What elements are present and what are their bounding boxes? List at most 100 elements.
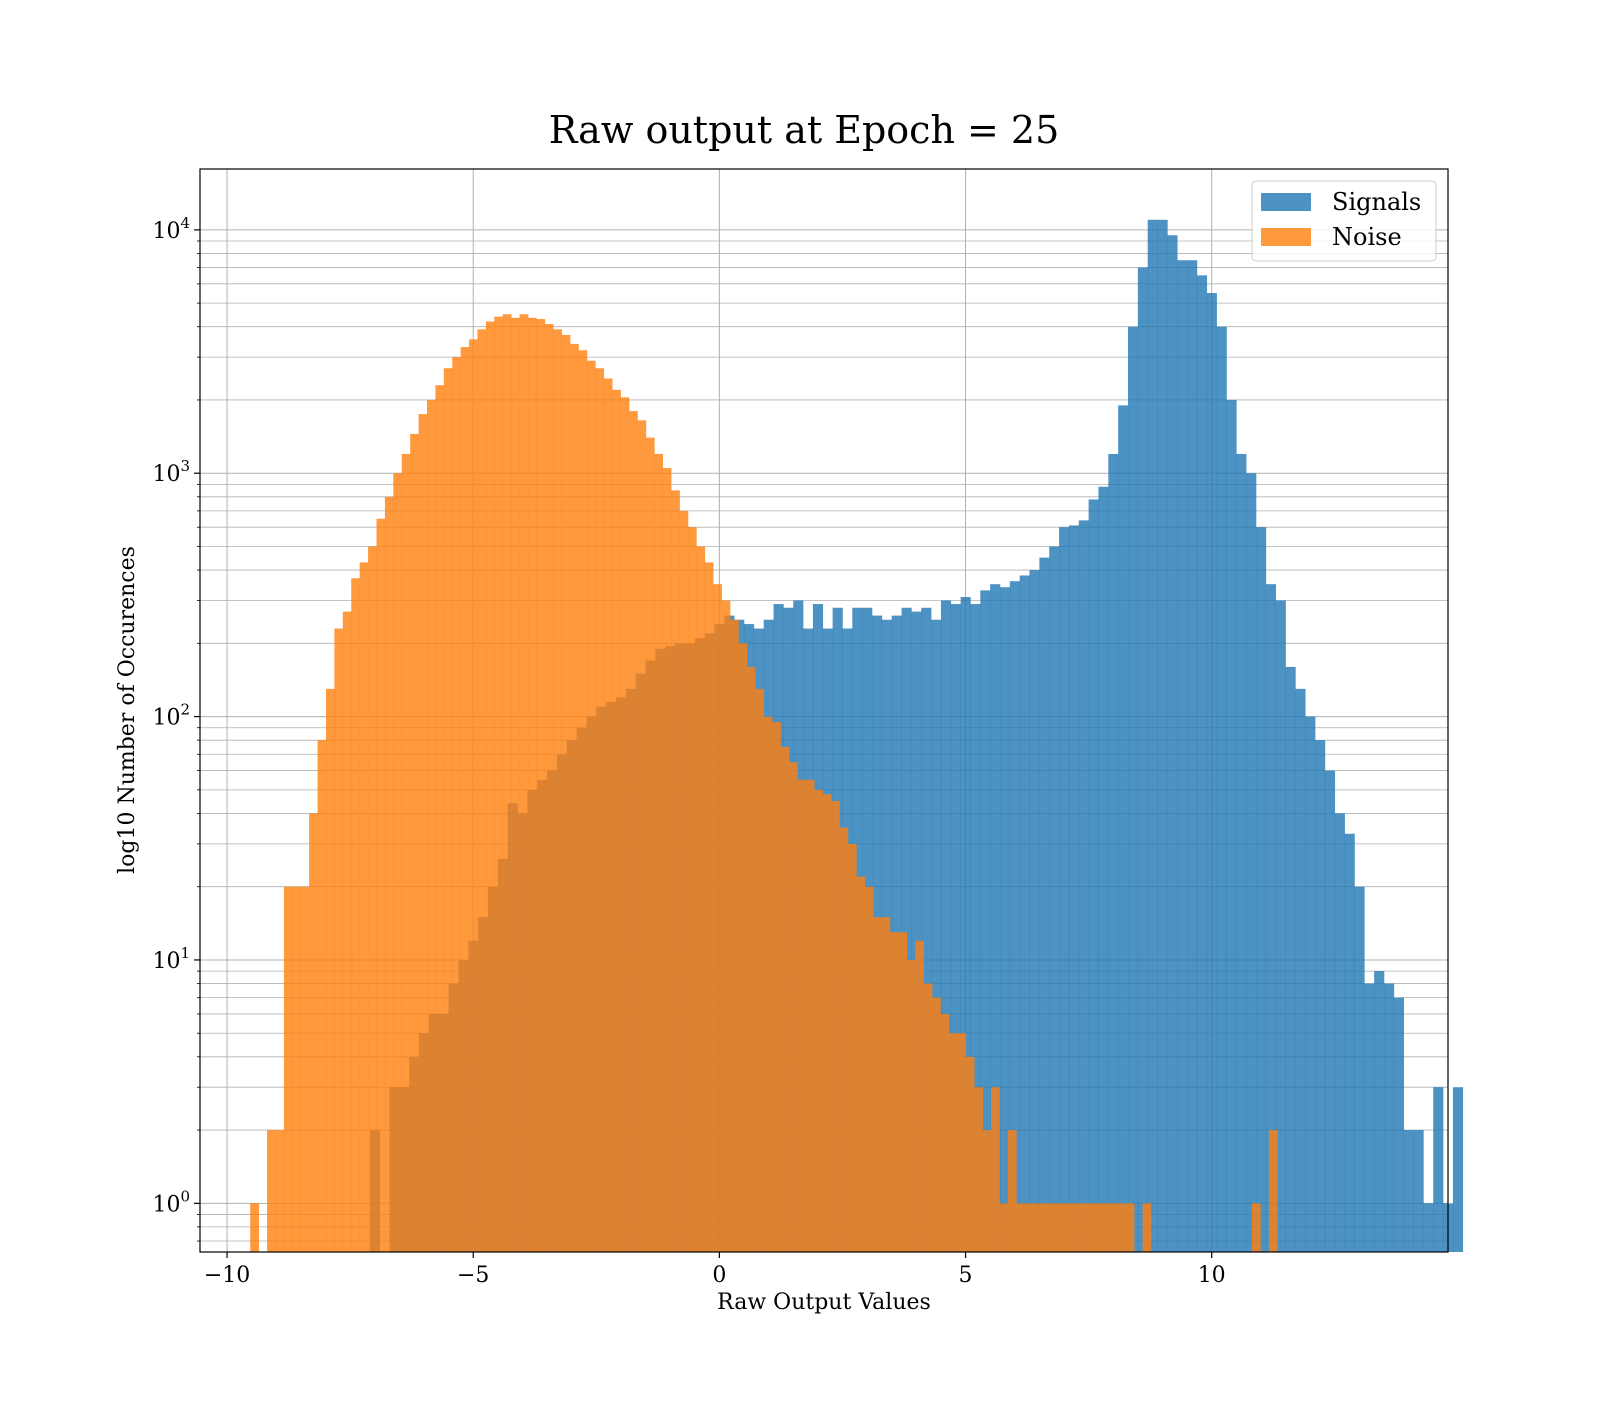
signals-bar [1009,581,1020,1252]
signals-bar [1000,587,1011,1252]
noise-bar [283,886,293,1252]
signals-bar [950,604,961,1252]
signals-bar [1137,267,1148,1252]
noise-bar [847,843,857,1252]
signals-bar [990,584,1001,1252]
noise-bar [317,740,327,1252]
signals-bar [911,611,922,1252]
noise-bar [519,314,529,1253]
noise-bar [1100,1203,1110,1252]
y-axis-ticks: 100 101 102 103 104 [152,214,200,1242]
signals-bar [901,607,912,1252]
signals-bar [1196,275,1208,1252]
noise-bar [250,1203,259,1252]
noise-bar [805,779,815,1252]
legend-label-signals: Signals [1332,188,1421,216]
noise-bar [401,453,411,1252]
x-axis-ticks: −10 −5 0 5 10 [204,1252,1226,1288]
noise-series [250,314,1278,1253]
noise-bar [797,779,807,1252]
signals-bar [1285,666,1296,1252]
signals-bar [1275,600,1286,1252]
signals-bar [1256,527,1267,1252]
noise-bar [502,314,512,1253]
x-axis-label: Raw Output Values [717,1290,931,1315]
signals-bar [1374,971,1385,1252]
y-tick-label: 103 [152,457,190,487]
noise-bar [359,562,369,1252]
signals-bar [1187,260,1198,1252]
y-tick-label: 102 [152,701,190,731]
noise-bar [410,433,419,1252]
noise-bar [435,385,445,1252]
noise-bar [1092,1203,1101,1252]
noise-bar [738,643,748,1252]
noise-bar [713,584,722,1252]
noise-bar [1108,1203,1118,1252]
legend-label-noise: Noise [1332,223,1402,251]
noise-bar [1024,1203,1034,1252]
noise-bar [368,546,377,1252]
noise-bar [763,716,773,1252]
noise-bar [536,319,546,1252]
noise-bar [999,1203,1009,1252]
noise-bar [1083,1203,1093,1252]
noise-bar [637,420,647,1252]
noise-bar [923,983,933,1252]
signals-bar [960,597,971,1252]
noise-bar [418,414,428,1252]
noise-bar [679,510,689,1252]
signals-bar [1265,584,1276,1252]
signals-bar [1452,1087,1464,1252]
noise-bar [561,334,571,1252]
noise-bar [898,932,908,1252]
noise-bar [494,316,504,1252]
noise-bar [881,917,891,1252]
signals-bar [1177,260,1188,1252]
noise-bar [957,1033,967,1252]
noise-bar [460,347,470,1252]
signals-bar [1433,1087,1444,1252]
noise-bar [687,527,697,1252]
signals-bar [1147,219,1158,1252]
noise-bar [856,876,866,1252]
noise-bar [890,932,899,1252]
noise-bar [1117,1203,1127,1252]
noise-bar [485,321,495,1252]
noise-bar [1033,1203,1042,1252]
signals-bar [1413,1130,1424,1252]
noise-bar [932,997,941,1252]
noise-bar [620,397,630,1253]
x-tick-label: 5 [959,1263,973,1288]
signals-bar [1206,293,1217,1252]
noise-bar [544,324,554,1252]
noise-bar [721,600,731,1252]
noise-bar [612,389,621,1252]
signals-bar [1226,399,1237,1253]
noise-bar [940,1013,950,1252]
signals-bar [1315,740,1326,1252]
signals-bar [940,600,952,1252]
y-tick-label: 101 [152,944,190,974]
noise-bar [704,562,714,1252]
signals-bar [1393,997,1404,1252]
noise-bar [906,959,916,1252]
noise-bar [662,468,672,1252]
noise-bar [755,688,765,1252]
signals-bar [1295,688,1306,1252]
noise-bar [342,611,352,1252]
noise-bar [1041,1203,1051,1252]
signals-bar [1236,453,1247,1252]
noise-bar [603,378,613,1252]
signals-bar [1019,575,1030,1252]
noise-bar [553,329,562,1253]
signals-bar [1118,405,1129,1252]
noise-bar [991,1087,1000,1252]
noise-bar [1075,1203,1084,1252]
signals-bar [1216,326,1227,1252]
signals-bar [1354,886,1365,1252]
signals-bar [1246,473,1257,1252]
signals-bar [1029,570,1040,1252]
legend-swatch-signals [1261,193,1311,211]
